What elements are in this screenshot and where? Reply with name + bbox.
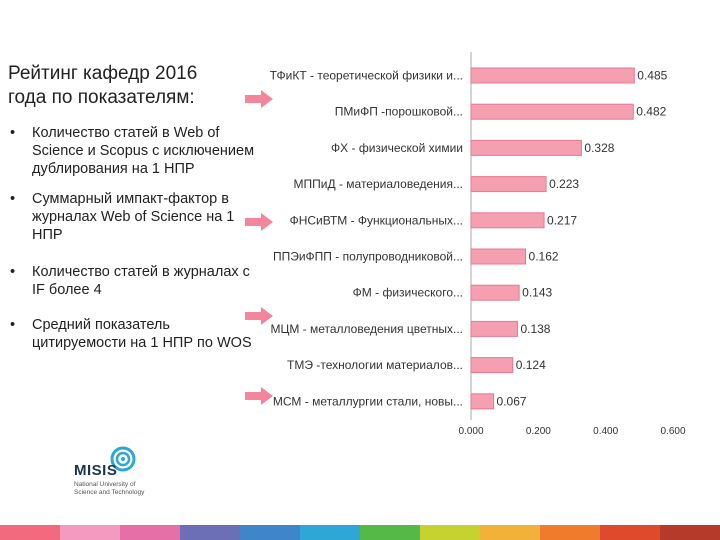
- value-label: 0.328: [584, 141, 614, 155]
- bullet-dot: •: [10, 264, 16, 280]
- category-labels: ТФиКТ - теоретической физики и... ПМиФП -…: [270, 69, 463, 409]
- logo-wordmark: MISIS: [74, 462, 118, 479]
- criteria-item: • Средний показатель цитируемости на 1 Н…: [8, 316, 258, 352]
- value-label: 0.143: [522, 286, 552, 300]
- criteria-list: • Количество статей в Web of Science и S…: [8, 124, 258, 352]
- category-label: ПМиФП -порошковой...: [335, 105, 463, 119]
- color-stripe: [240, 525, 300, 540]
- color-stripe: [180, 525, 240, 540]
- value-label: 0.485: [637, 69, 667, 83]
- category-label: ППЭиФПП - полупроводниковой...: [273, 250, 463, 264]
- category-label: ТФиКТ - теоретической физики и...: [270, 69, 463, 83]
- bar: [470, 103, 634, 120]
- value-label: 0.067: [497, 394, 527, 408]
- value-label: 0.223: [549, 177, 579, 191]
- bars-group: [470, 67, 635, 410]
- bar: [470, 212, 545, 229]
- bar: [470, 139, 582, 156]
- color-stripe: [480, 525, 540, 540]
- color-stripe-bar: [0, 525, 720, 540]
- bar: [470, 248, 527, 265]
- criteria-item: • Количество статей в журналах с IF боле…: [8, 263, 258, 299]
- color-stripe: [660, 525, 720, 540]
- x-tick-label: 0.000: [458, 426, 483, 437]
- value-label: 0.162: [529, 250, 559, 264]
- criteria-text: Количество статей в Web of Science и Sco…: [32, 125, 255, 177]
- x-tick-label: 0.200: [526, 426, 551, 437]
- criteria-item: • Количество статей в Web of Science и S…: [8, 124, 258, 178]
- value-label: 0.482: [636, 105, 666, 119]
- color-stripe: [60, 525, 120, 540]
- bar: [470, 284, 520, 301]
- category-label: ТМЭ -технологии материалов...: [287, 358, 463, 372]
- bullet-dot: •: [10, 317, 16, 333]
- value-label: 0.138: [520, 322, 550, 336]
- x-tick-label: 0.600: [660, 426, 685, 437]
- category-label: ФХ - физической химии: [331, 141, 463, 155]
- color-stripe: [540, 525, 600, 540]
- x-tick-label: 0.400: [593, 426, 618, 437]
- logo-subtitle: National University of Science and Techn…: [74, 481, 145, 496]
- color-stripe: [360, 525, 420, 540]
- criteria-text: Средний показатель цитируемости на 1 НПР…: [32, 317, 252, 351]
- bar: [470, 393, 495, 410]
- bar: [470, 67, 635, 84]
- color-stripe: [300, 525, 360, 540]
- bullet-dot: •: [10, 191, 16, 207]
- slide-title: Рейтинг кафедр 2016 года по показателям:: [8, 63, 198, 108]
- criteria-text: Количество статей в журналах с IF более …: [32, 264, 250, 298]
- category-label: МЦМ - металловедения цветных...: [270, 322, 463, 336]
- pointer-arrow-icon: [245, 90, 273, 108]
- bar: [470, 176, 547, 193]
- value-label: 0.217: [547, 213, 577, 227]
- criteria-text: Суммарный импакт-фактор в журналах Web o…: [32, 191, 235, 243]
- pointer-arrows: [245, 90, 273, 405]
- color-stripe: [600, 525, 660, 540]
- pointer-arrow-icon: [245, 213, 273, 231]
- bar: [470, 357, 514, 374]
- bullet-dot: •: [10, 125, 16, 141]
- misis-logo: MISIS National University of Science and…: [70, 446, 180, 506]
- value-labels: 0.485 0.482 0.328 0.223 0.217 0.162 0.143 0.138…: [497, 69, 668, 409]
- pointer-arrow-icon: [245, 307, 273, 325]
- category-label: ФНСиВТМ - Функциональных...: [290, 213, 463, 227]
- color-stripe: [420, 525, 480, 540]
- color-stripe: [0, 525, 60, 540]
- bar: [470, 320, 518, 337]
- criteria-item: • Суммарный импакт-фактор в журналах Web…: [8, 190, 258, 244]
- category-label: ФМ - физического...: [353, 286, 463, 300]
- category-label: МСМ - металлургии стали, новы...: [273, 394, 463, 408]
- category-label: МППиД - материаловедения...: [294, 177, 463, 191]
- logo-emblem-icon: [110, 446, 136, 472]
- value-label: 0.124: [516, 358, 546, 372]
- pointer-arrow-icon: [245, 387, 273, 405]
- x-tick-labels: 0.000 0.200 0.400 0.600: [458, 426, 685, 437]
- color-stripe: [120, 525, 180, 540]
